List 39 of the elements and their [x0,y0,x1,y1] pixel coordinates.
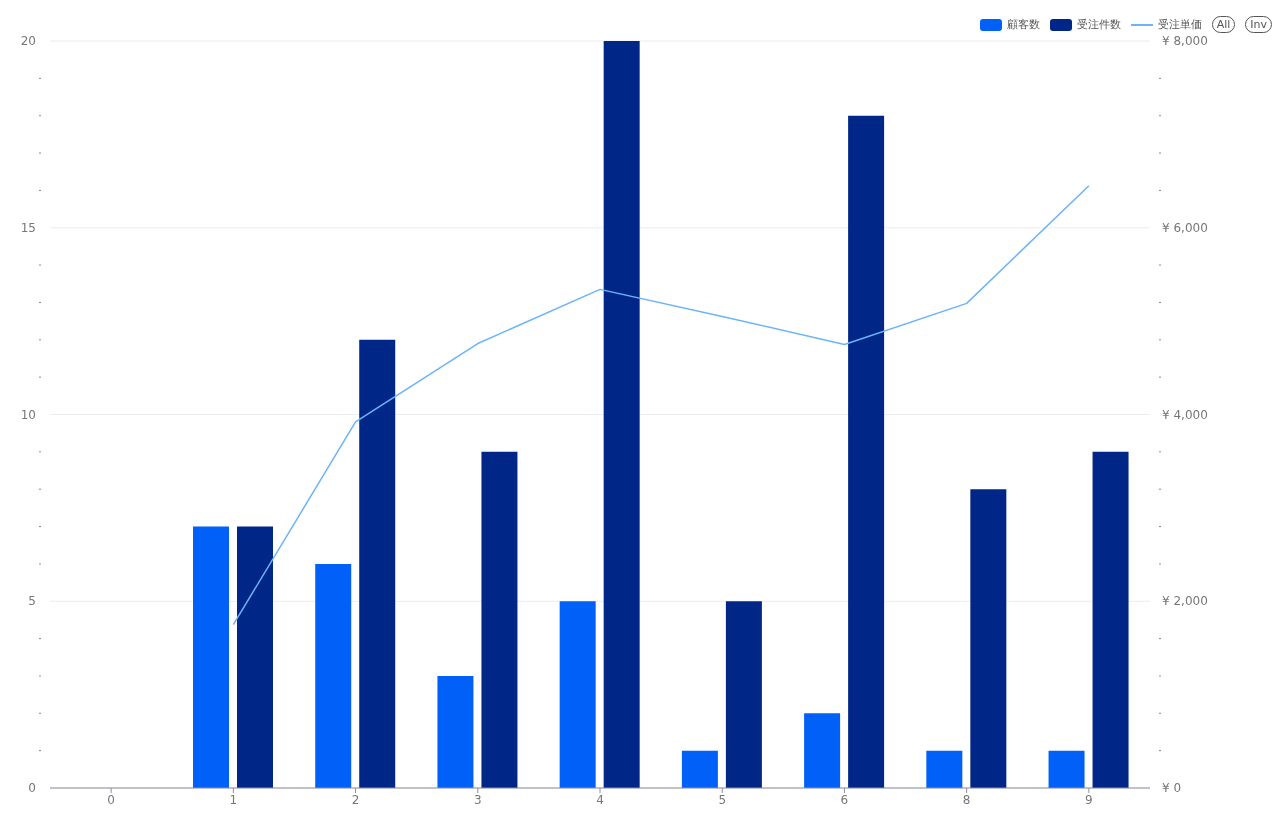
legend-label: 受注件数 [1076,17,1121,32]
x-tick-label: 3 [473,792,482,807]
bar [1092,451,1129,788]
bar [481,451,518,788]
legend-label: 受注単価 [1157,17,1202,32]
bar [725,601,762,788]
y-tick-label: 15 [20,220,36,235]
x-tick-label: 9 [1085,792,1093,807]
bar [359,339,396,788]
y2-tick-label: ¥ 4,000 [1162,407,1208,422]
bar [848,115,885,788]
bar [926,750,963,788]
y-tick-label: 0 [28,781,36,795]
bar [315,563,352,788]
bar [437,675,474,788]
x-tick-label: 0 [107,792,115,807]
y2-tick-label: ¥ 6,000 [1162,220,1208,235]
bar [1048,750,1085,788]
x-tick-label: 4 [596,792,604,807]
y2-tick-label: ¥ 8,000 [1162,34,1208,48]
bar [193,526,229,788]
bar [970,489,1007,788]
y-tick-label: 20 [20,34,36,48]
y-tick-label: 10 [20,407,36,422]
bar [804,713,841,788]
y-tick-label: 5 [28,594,36,609]
y2-tick-label: ¥ 2,000 [1162,594,1208,609]
bar [681,750,718,788]
legend-label: 顧客数 [1006,17,1040,32]
y2-tick-label: ¥ 0 [1162,781,1182,795]
x-tick-label: 2 [351,792,360,807]
x-tick-label: 8 [962,792,971,807]
bar [559,601,596,788]
bar [603,41,640,788]
line-series [232,184,1090,626]
x-tick-label: 5 [718,792,727,807]
bar [237,526,273,788]
x-tick-label: 6 [840,792,849,807]
x-tick-label: 1 [229,792,238,807]
